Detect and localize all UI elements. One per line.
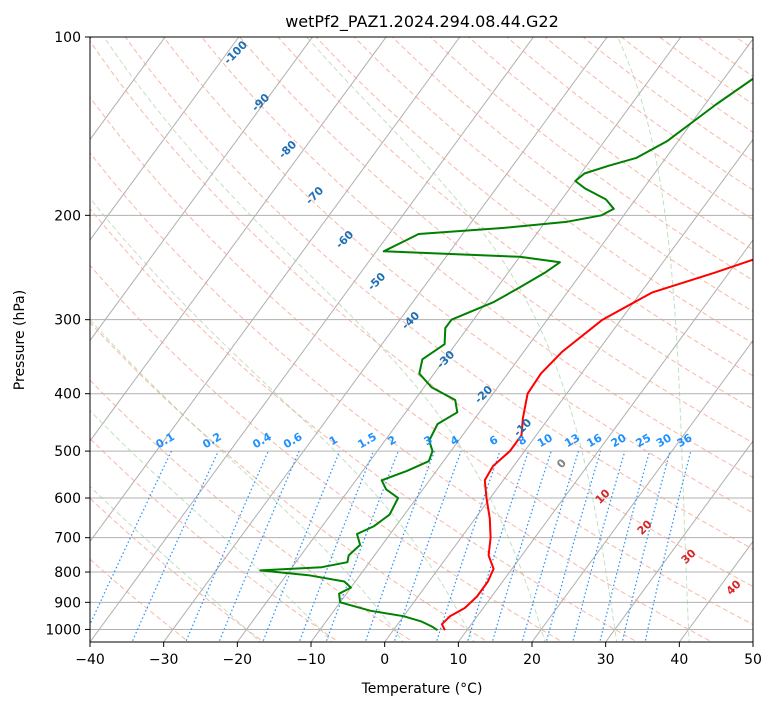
mixing-ratio-line (491, 450, 552, 642)
mixing-ratio-line (185, 450, 269, 642)
dry-adiabat-line (239, 37, 753, 444)
mixing-ratio-line (466, 450, 530, 642)
y-axis: 100 200 300 400 500 600 700 800 900 1000 (45, 30, 90, 638)
x-tick-label: 20 (523, 652, 541, 668)
moist-adiabat-line (103, 37, 546, 642)
x-tick-label: 40 (670, 652, 688, 668)
moist-adiabat-line (90, 409, 333, 642)
dry-adiabat-line (162, 37, 753, 514)
y-tick-label: 100 (54, 30, 81, 46)
x-tick-label: −10 (296, 652, 326, 668)
y-tick-label: 900 (54, 595, 81, 611)
mixing-ratio-line (572, 450, 626, 642)
dry-adiabat-line (353, 37, 753, 344)
isotherm-line (531, 339, 753, 642)
mixing-ratio-line (218, 450, 300, 642)
x-tick-label: −30 (149, 652, 179, 668)
dry-adiabat-line (90, 437, 340, 642)
dry-adiabat-line (315, 37, 753, 377)
y-tick-label: 300 (54, 313, 81, 329)
isotherm-line (90, 37, 240, 241)
dry-adiabat-line (277, 37, 753, 410)
x-tick-label: −20 (223, 652, 253, 668)
y-axis-label: Pressure (hPa) (12, 290, 28, 390)
x-tick-label: 30 (597, 652, 615, 668)
plot-frame (89, 36, 754, 643)
isotherm-line (90, 37, 166, 141)
dry-adiabat-line (90, 40, 753, 588)
x-tick-label: 50 (744, 652, 762, 668)
moist-adiabat-line (90, 197, 475, 642)
moist-adiabat-line (306, 37, 618, 642)
isotherm-line (90, 37, 313, 342)
dry-adiabat-line (90, 96, 753, 626)
x-tick-label: 10 (449, 652, 467, 668)
dry-adiabat-line (90, 379, 414, 642)
moist-adiabat-line (90, 318, 404, 642)
mixing-ratio-line (298, 450, 375, 642)
x-tick-label: 0 (380, 652, 389, 668)
isotherm-line (605, 440, 753, 642)
y-tick-label: 800 (54, 565, 81, 581)
y-tick-label: 500 (54, 444, 81, 460)
temperature-profile-line (440, 258, 753, 631)
chart-title: wetPf2_PAZ1.2024.294.08.44.G22 (285, 12, 559, 32)
y-tick-label: 600 (54, 491, 81, 507)
dry-adiabat-line (391, 37, 753, 313)
dewpoint-profile-line (259, 77, 753, 632)
dry-adiabat-line (467, 37, 753, 251)
dry-adiabat-line (506, 37, 753, 221)
dry-adiabat-line (90, 264, 564, 642)
isotherm-line (163, 37, 608, 642)
isotherm-line (457, 239, 753, 642)
moist-adiabat-line (617, 37, 690, 642)
x-tick-label: −40 (75, 652, 105, 668)
dry-adiabat-line (620, 37, 753, 133)
isotherm-line (90, 37, 387, 442)
isotherm-line (384, 138, 753, 642)
y-tick-label: 700 (54, 531, 81, 547)
isotherm-line (90, 37, 534, 642)
dry-adiabat-line (90, 321, 489, 642)
mixing-ratio-line (131, 450, 219, 642)
isotherm-line (236, 37, 682, 642)
mixing-ratio-line (545, 450, 602, 642)
mixing-ratio-line (599, 450, 651, 642)
y-tick-label: 1000 (45, 622, 81, 638)
mixing-ratio-line (621, 450, 671, 642)
dry-adiabat-line (124, 37, 753, 550)
mixing-ratio-line (325, 450, 399, 642)
mixing-ratio-line (644, 450, 692, 642)
x-axis-label: Temperature (°C) (361, 681, 483, 697)
mixing-ratio-line (521, 450, 580, 642)
y-tick-label: 400 (54, 387, 81, 403)
y-tick-label: 200 (54, 208, 81, 224)
x-axis: −40 −30 −20 −10 0 10 20 30 40 50 (75, 642, 762, 668)
dry-adiabat-line (90, 152, 713, 642)
